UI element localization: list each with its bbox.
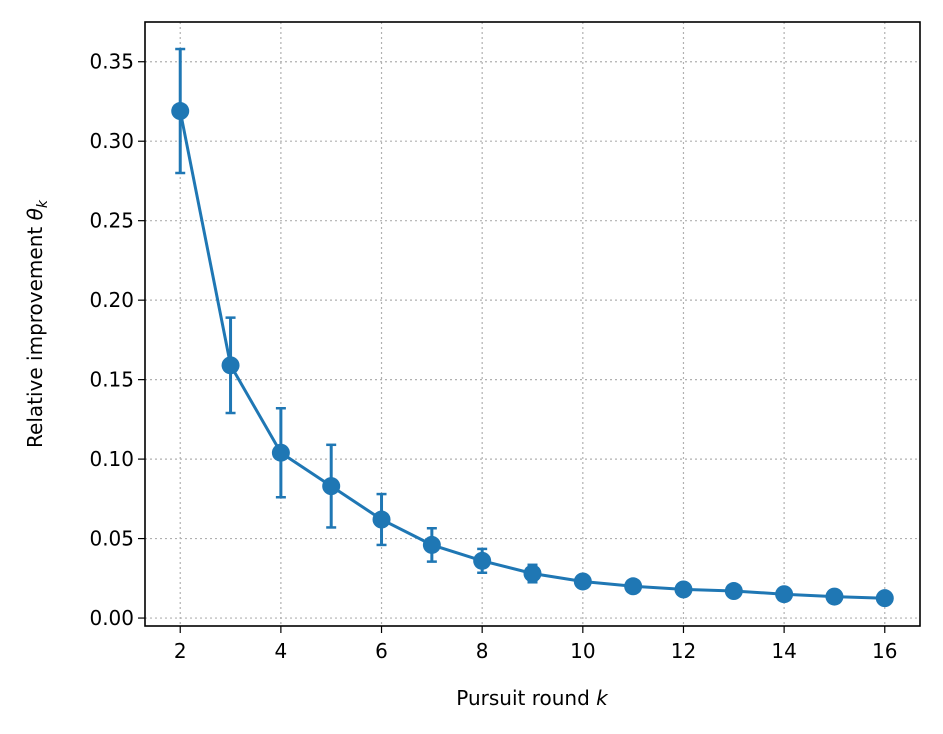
plot-frame (144, 21, 921, 627)
y-axis-label: Relative improvement θk (23, 199, 51, 448)
data-point (171, 102, 190, 121)
y-tick-label: 0.25 (89, 209, 134, 233)
x-tick-label: 16 (872, 639, 897, 663)
data-point (775, 585, 794, 604)
y-tick-label: 0.00 (89, 606, 134, 630)
series-layer (171, 47, 894, 608)
y-tick-label: 0.20 (89, 288, 134, 312)
y-tick-label: 0.35 (89, 50, 134, 74)
data-point (624, 577, 643, 596)
x-tick-label: 6 (375, 639, 388, 663)
data-point (473, 551, 492, 570)
data-point (221, 356, 240, 375)
x-tick-label: 4 (275, 639, 288, 663)
y-axis-subscript: k (35, 199, 51, 208)
series-line (178, 110, 885, 600)
data-point (825, 587, 844, 606)
data-point (875, 589, 894, 608)
data-point (422, 535, 441, 554)
x-tick-label: 2 (174, 639, 187, 663)
y-tick-label: 0.10 (89, 447, 134, 471)
grid (145, 22, 920, 626)
x-tick-label: 10 (570, 639, 595, 663)
x-tick-label: 8 (476, 639, 489, 663)
data-point (271, 443, 290, 462)
y-tick-label: 0.05 (89, 527, 134, 551)
x-axis-label: Pursuit round k (456, 686, 609, 710)
data-point (322, 477, 341, 496)
y-axis-variable: θ (23, 208, 47, 220)
axis-ticks: 2 4 6 8 10 12 14 16 0.00 0.05 0.10 0.15 0.20 0.25 0.30… (89, 50, 897, 663)
data-point (523, 564, 542, 583)
data-point (724, 582, 743, 601)
x-tick-label: 14 (771, 639, 796, 663)
y-tick-label: 0.15 (89, 368, 134, 392)
data-point (372, 510, 391, 529)
x-tick-label: 12 (671, 639, 696, 663)
y-tick-label: 0.30 (89, 129, 134, 153)
data-point (573, 572, 592, 591)
x-axis-variable: k (596, 686, 609, 710)
data-point (674, 580, 693, 599)
